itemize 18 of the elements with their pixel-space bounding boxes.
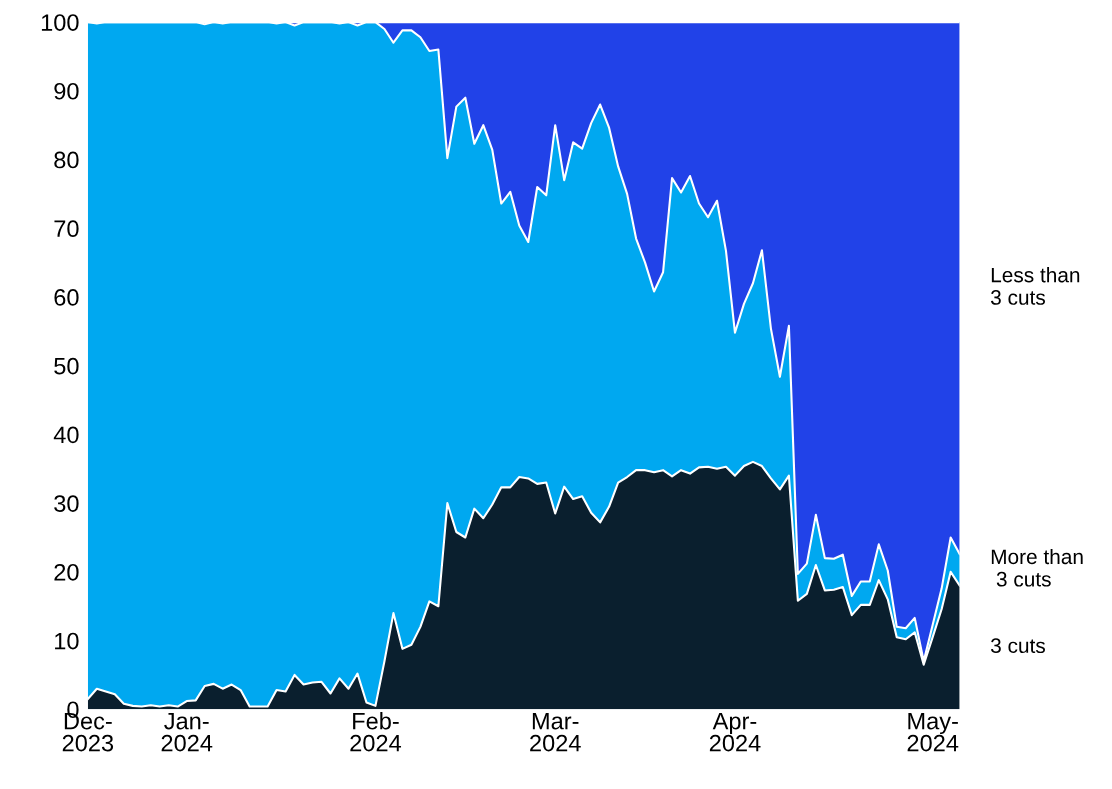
series-label: More than 3 cuts [991,548,1083,587]
x-tick-label: Mar- 2024 [530,712,581,752]
x-tick-label: May- 2024 [907,712,959,752]
x-tick-label: Apr- 2024 [709,712,761,752]
y-tick-label: 20 [54,563,79,581]
y-tick-label: 80 [54,151,79,169]
x-tick-label: Feb- 2024 [350,712,402,752]
y-tick-label: 90 [54,82,79,100]
y-tick-label: 10 [55,632,79,650]
y-tick-label: 40 [53,426,79,444]
y-tick-label: 30 [54,495,79,512]
y-tick-label: 60 [54,289,79,306]
x-tick-label: Jan- 2024 [161,712,213,752]
y-tick-label: 70 [54,220,79,238]
series-label: 3 cuts [990,638,1045,654]
y-tick-label: 100 [41,14,79,31]
y-tick-label: 50 [54,357,79,375]
series-label: Less than 3 cuts [990,267,1080,305]
